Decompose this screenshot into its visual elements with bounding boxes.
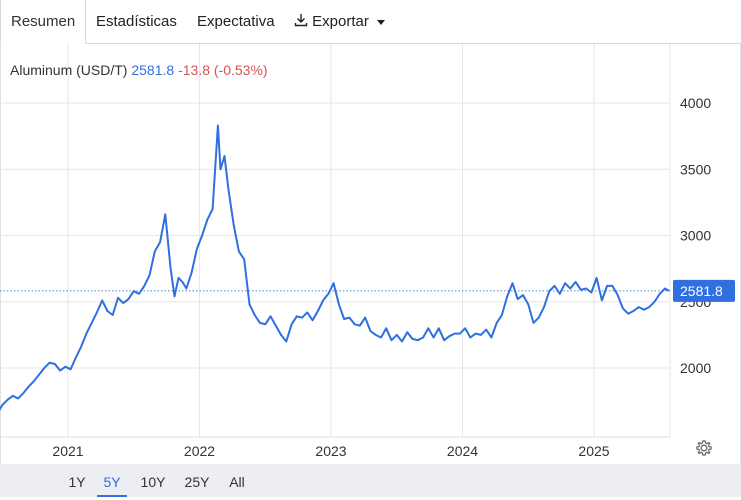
tab-bar: Resumen Estadísticas Expectativa Exporta… [0, 0, 741, 44]
range-5y-label: 5Y [103, 474, 121, 490]
tab-resumen[interactable]: Resumen [0, 0, 87, 44]
range-10y-label: 10Y [140, 474, 166, 490]
tab-expectativa-label: Expectativa [197, 13, 275, 30]
chart-grid [0, 44, 671, 438]
tab-estadisticas[interactable]: Estadísticas [96, 0, 177, 44]
x-axis-ticks: 2021 2022 2023 2024 2025 [52, 443, 609, 459]
export-menu-button[interactable]: Exportar [294, 0, 386, 44]
range-25y-label: 25Y [184, 474, 210, 490]
tab-resumen-label: Resumen [11, 13, 76, 30]
range-10y-button[interactable]: 10Y [139, 464, 167, 497]
x-tick-label: 2022 [184, 443, 215, 459]
range-25y-button[interactable]: 25Y [183, 464, 211, 497]
range-selector: 1Y 5Y 10Y 25Y All [0, 464, 741, 497]
current-price-tag-bg [673, 279, 735, 302]
download-icon [294, 14, 308, 27]
chevron-down-icon [377, 19, 386, 25]
x-tick-label: 2024 [447, 443, 478, 459]
y-axis-ticks: 20002500300035004000 [680, 95, 711, 376]
y-tick-label: 4000 [680, 95, 711, 111]
range-5y-button[interactable]: 5Y [97, 464, 127, 497]
y-tick-label: 3000 [680, 228, 711, 244]
chart-legend: Aluminum (USD/T) 2581.8 -13.8 (-0.53%) [10, 62, 268, 78]
legend-change: -13.8 (-0.53%) [178, 62, 268, 78]
price-chart[interactable]: 20002500300035004000 2021202220232024202… [0, 0, 741, 464]
x-tick-label: 2023 [315, 443, 346, 459]
range-1y-button[interactable]: 1Y [66, 464, 88, 497]
legend-series-name: Aluminum (USD/T) [10, 62, 128, 78]
x-tick-label: 2025 [578, 443, 609, 459]
y-tick-label: 2000 [680, 360, 711, 376]
current-price-tag: 2581.8 [673, 279, 735, 302]
legend-price: 2581.8 [131, 62, 175, 78]
tab-expectativa[interactable]: Expectativa [197, 0, 275, 44]
x-tick-label: 2021 [52, 443, 83, 459]
range-all-button[interactable]: All [225, 464, 249, 497]
range-all-label: All [229, 474, 245, 490]
tab-estadisticas-label: Estadísticas [96, 13, 177, 30]
export-menu-label: Exportar [312, 13, 369, 30]
series-line-aluminum [0, 124, 670, 411]
gear-icon[interactable] [695, 439, 713, 457]
range-1y-label: 1Y [68, 474, 86, 490]
current-price-tag-text: 2581.8 [680, 283, 723, 299]
y-tick-label: 3500 [680, 161, 711, 177]
